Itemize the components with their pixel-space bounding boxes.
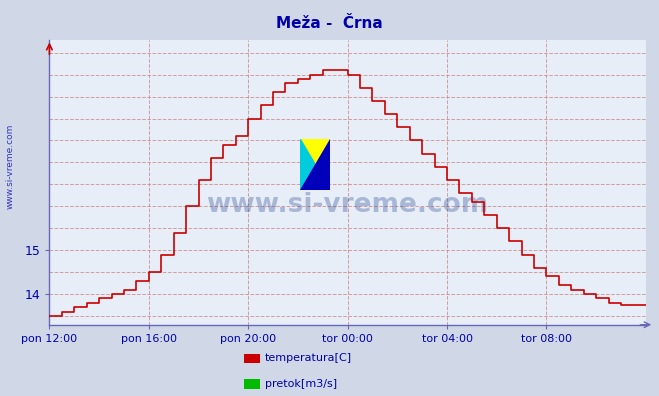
Text: www.si-vreme.com: www.si-vreme.com — [5, 124, 14, 209]
Text: Meža -  Črna: Meža - Črna — [276, 16, 383, 31]
Polygon shape — [300, 139, 330, 190]
Polygon shape — [300, 139, 330, 190]
Text: pretok[m3/s]: pretok[m3/s] — [265, 379, 337, 389]
Polygon shape — [300, 139, 330, 190]
Text: temperatura[C]: temperatura[C] — [265, 353, 352, 364]
Text: www.si-vreme.com: www.si-vreme.com — [206, 192, 489, 218]
